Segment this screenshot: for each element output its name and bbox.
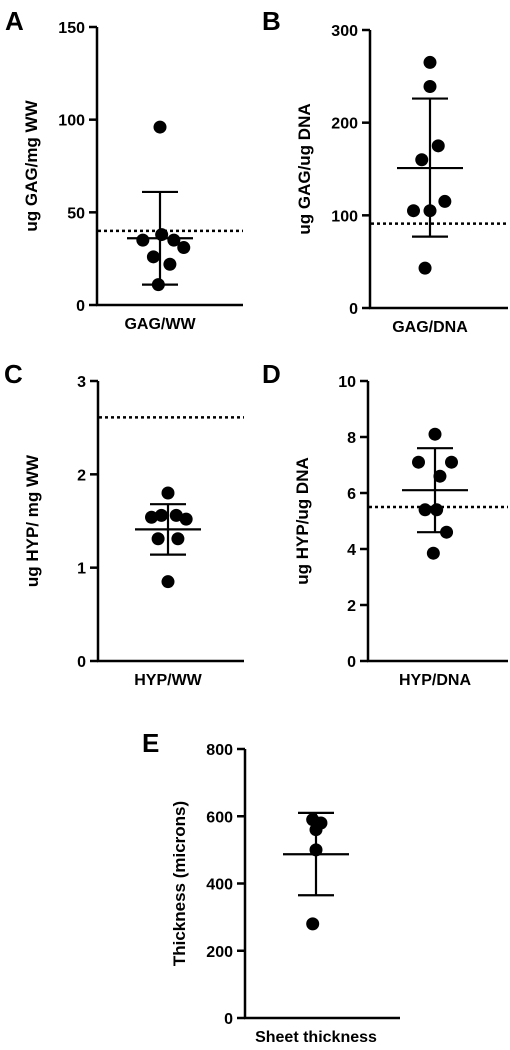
data-point xyxy=(136,233,150,247)
data-point xyxy=(430,503,444,517)
data-point xyxy=(423,55,437,69)
data-point xyxy=(161,575,175,589)
panel-letter: C xyxy=(4,359,23,389)
y-tick-label: 10 xyxy=(338,374,356,391)
data-point xyxy=(169,508,183,522)
panel-d: D 0 2 4 6 8 10 ug HYP/ug DNA HYP/DNA xyxy=(262,359,508,689)
data-point xyxy=(423,80,437,94)
y-tick-label: 400 xyxy=(206,877,233,894)
data-point xyxy=(309,843,323,857)
y-tick-label: 100 xyxy=(331,208,358,225)
data-point xyxy=(179,512,193,526)
data-point xyxy=(418,503,432,517)
data-point xyxy=(151,532,165,546)
x-category-label: HYP/WW xyxy=(134,672,202,689)
x-category-label: GAG/WW xyxy=(124,316,196,333)
data-point xyxy=(154,508,168,522)
y-axis-title: ug GAG/mg WW xyxy=(22,99,41,231)
x-category-label: Sheet thickness xyxy=(255,1029,377,1046)
data-point xyxy=(418,261,432,275)
data-point xyxy=(163,257,177,271)
y-tick-label: 4 xyxy=(347,542,356,559)
y-axis-title: ug HYP/ug DNA xyxy=(293,457,312,585)
y-tick-label: 0 xyxy=(77,654,86,671)
data-point xyxy=(167,233,181,247)
panel-b: B 0 100 200 300 ug GAG/ug DNA GAG/DNA xyxy=(262,6,508,336)
y-tick-label: 200 xyxy=(206,944,233,961)
data-point xyxy=(412,455,425,469)
panel-c: C 0 1 2 3 ug HYP/ mg WW HYP/WW xyxy=(4,359,244,689)
y-tick-label: 2 xyxy=(77,467,86,484)
data-point xyxy=(177,241,191,255)
y-tick-label: 0 xyxy=(224,1011,233,1028)
data-point xyxy=(440,525,454,539)
panel-a: A 0 50 100 150 ug GAG/mg WW GAG/WW xyxy=(5,6,243,333)
y-tick-label: 600 xyxy=(206,809,233,826)
data-point xyxy=(415,153,429,167)
x-category-label: HYP/DNA xyxy=(399,672,471,689)
y-tick-label: 0 xyxy=(347,654,356,671)
data-point xyxy=(423,204,437,218)
y-tick-label: 0 xyxy=(349,301,358,318)
y-tick-label: 6 xyxy=(347,486,356,503)
data-point xyxy=(428,427,442,441)
y-tick-label: 0 xyxy=(76,298,85,315)
data-point xyxy=(171,532,185,546)
data-point xyxy=(314,816,328,830)
y-axis-title: ug GAG/ug DNA xyxy=(295,103,314,234)
data-point xyxy=(431,139,445,153)
panel-letter: D xyxy=(262,359,281,389)
data-point xyxy=(407,204,420,218)
data-point xyxy=(433,469,447,483)
data-point xyxy=(145,510,158,524)
data-point xyxy=(151,278,165,292)
y-tick-label: 1 xyxy=(77,561,86,578)
panel-letter: A xyxy=(5,6,24,36)
panel-letter: E xyxy=(142,728,159,758)
data-point xyxy=(438,194,452,208)
data-point xyxy=(146,250,160,264)
y-tick-label: 200 xyxy=(331,116,358,133)
y-tick-label: 50 xyxy=(67,205,85,222)
data-point xyxy=(153,120,167,134)
data-point xyxy=(306,917,320,931)
x-category-label: GAG/DNA xyxy=(392,319,468,336)
data-point xyxy=(426,546,440,560)
panel-e: E 0 200 400 600 800 Thickness (microns) Sheet t… xyxy=(142,728,400,1046)
data-point xyxy=(161,486,175,500)
y-axis-title: ug HYP/ mg WW xyxy=(23,454,42,587)
data-point xyxy=(445,455,458,469)
data-point xyxy=(155,228,169,242)
y-tick-label: 8 xyxy=(347,430,356,447)
panel-letter: B xyxy=(262,6,281,36)
y-tick-label: 2 xyxy=(347,598,356,615)
y-axis-title: Thickness (microns) xyxy=(170,801,189,966)
y-tick-label: 100 xyxy=(58,113,85,130)
y-tick-label: 150 xyxy=(58,20,85,37)
y-tick-label: 300 xyxy=(331,23,358,40)
y-tick-label: 800 xyxy=(206,742,233,759)
y-tick-label: 3 xyxy=(77,374,86,391)
